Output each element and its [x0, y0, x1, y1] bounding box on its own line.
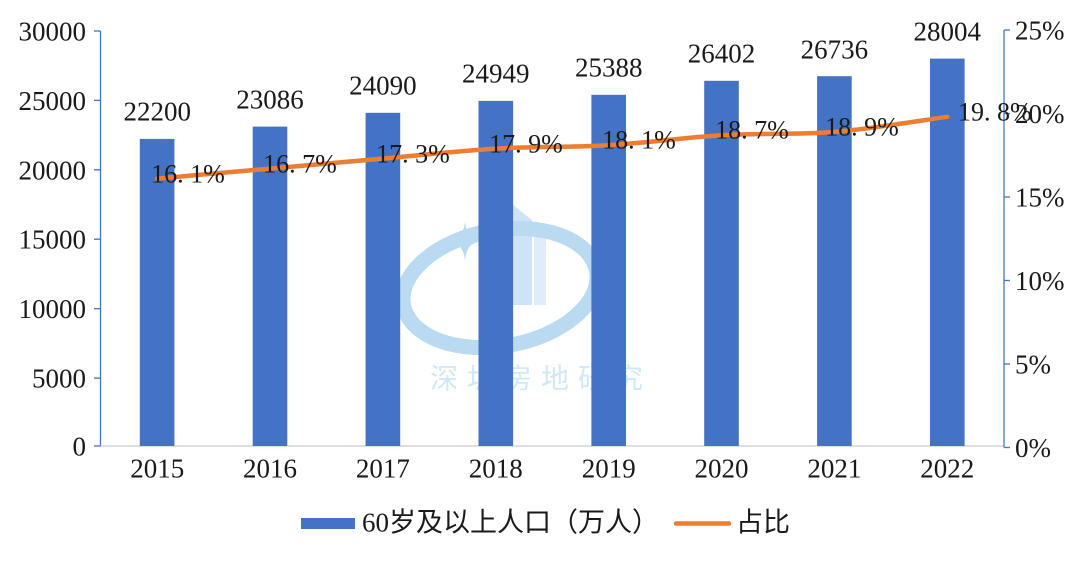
svg-text:30000: 30000 [19, 17, 87, 47]
svg-text:2017: 2017 [356, 454, 410, 484]
svg-text:10%: 10% [1015, 266, 1065, 296]
svg-text:2018: 2018 [469, 454, 523, 484]
svg-text:23086: 23086 [236, 85, 304, 115]
svg-text:2015: 2015 [130, 454, 184, 484]
svg-text:17. 9%: 17. 9% [489, 130, 563, 159]
svg-text:25000: 25000 [19, 86, 87, 116]
svg-text:26402: 26402 [688, 39, 756, 69]
svg-text:2021: 2021 [807, 454, 861, 484]
svg-text:18. 7%: 18. 7% [715, 116, 789, 145]
svg-text:5000: 5000 [32, 364, 86, 394]
svg-text:18. 1%: 18. 1% [602, 126, 676, 155]
svg-text:10000: 10000 [19, 294, 87, 324]
svg-text:25388: 25388 [575, 53, 643, 83]
svg-text:16. 1%: 16. 1% [151, 160, 225, 189]
svg-text:15%: 15% [1015, 183, 1065, 213]
svg-text:2020: 2020 [695, 454, 749, 484]
svg-text:25%: 25% [1015, 16, 1065, 46]
svg-text:20000: 20000 [19, 155, 87, 185]
svg-text:2022: 2022 [920, 454, 974, 484]
svg-text:16. 7%: 16. 7% [263, 150, 337, 179]
svg-text:0%: 0% [1015, 433, 1051, 463]
svg-text:15000: 15000 [19, 225, 87, 255]
svg-text:24949: 24949 [462, 59, 530, 89]
svg-text:2016: 2016 [243, 454, 297, 484]
svg-text:17. 3%: 17. 3% [376, 140, 450, 169]
svg-text:5%: 5% [1015, 350, 1051, 380]
svg-text:2019: 2019 [582, 454, 636, 484]
svg-text:占比: 占比 [736, 508, 790, 538]
svg-text:22200: 22200 [123, 97, 191, 127]
svg-text:18. 9%: 18. 9% [825, 113, 899, 142]
svg-text:24090: 24090 [349, 71, 417, 101]
svg-text:20%: 20% [1015, 99, 1065, 129]
svg-text:60岁及以上人口（万人）: 60岁及以上人口（万人） [362, 508, 659, 538]
svg-text:0: 0 [73, 432, 87, 462]
svg-text:26736: 26736 [801, 35, 869, 65]
svg-text:28004: 28004 [914, 17, 982, 47]
